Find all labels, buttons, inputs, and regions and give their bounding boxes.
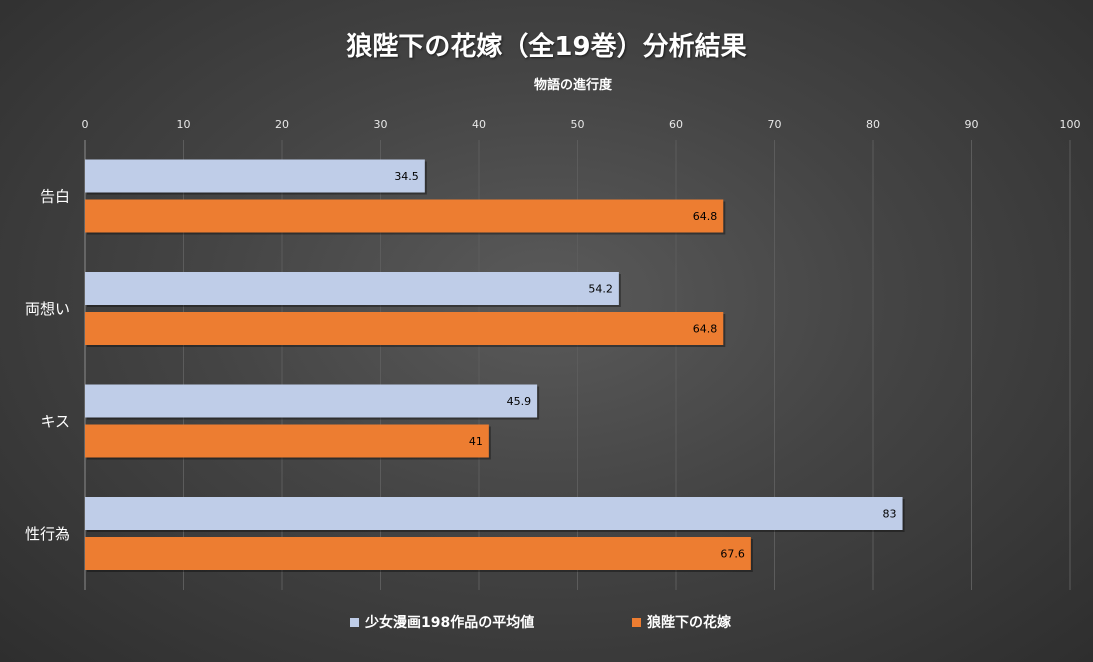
x-tick-label-50: 50 xyxy=(571,118,585,131)
legend-label-series-1: 少女漫画198作品の平均値 xyxy=(365,615,535,631)
x-tick-label-60: 60 xyxy=(669,118,683,131)
bar-series-2-2 xyxy=(85,312,724,345)
data-label-s1-c2: 54.2 xyxy=(588,283,613,296)
bar-series-1-2 xyxy=(85,272,619,305)
legend-item-series-1: 少女漫画198作品の平均値 xyxy=(350,612,534,632)
data-label-s1-c4: 83 xyxy=(883,508,897,521)
x-tick-label-30: 30 xyxy=(374,118,388,131)
x-tick-label-100: 100 xyxy=(1060,118,1081,131)
x-tick-label-70: 70 xyxy=(768,118,782,131)
x-tick-label-40: 40 xyxy=(472,118,486,131)
category-label-4: 性行為 xyxy=(25,525,70,543)
data-label-s1-c3: 45.9 xyxy=(507,395,532,408)
legend-item-series-2: 狼陛下の花嫁 xyxy=(632,612,731,632)
data-label-s2-c4: 67.6 xyxy=(720,548,745,561)
x-tick-label-80: 80 xyxy=(866,118,880,131)
x-tick-label-10: 10 xyxy=(177,118,191,131)
bar-series-2-4 xyxy=(85,537,751,570)
legend-swatch-series-1 xyxy=(350,617,359,627)
x-tick-label-90: 90 xyxy=(965,118,979,131)
category-label-3: キス xyxy=(40,412,70,430)
x-tick-label-20: 20 xyxy=(275,118,289,131)
bar-series-1-1 xyxy=(85,159,425,193)
data-label-s2-c1: 64.8 xyxy=(693,210,718,223)
bar-series-2-1 xyxy=(85,199,724,233)
category-label-1: 告白 xyxy=(40,187,70,205)
chart-title: 狼陛下の花嫁（全19巻）分析結果 xyxy=(346,32,747,62)
legend-label-series-2: 狼陛下の花嫁 xyxy=(647,615,731,631)
bar-series-1-3 xyxy=(85,384,538,418)
category-label-2: 両想い xyxy=(25,300,70,318)
legend-swatch-series-2 xyxy=(632,617,641,627)
x-axis-title: 物語の進行度 xyxy=(533,78,612,93)
data-label-s1-c1: 34.5 xyxy=(394,170,419,183)
data-label-s2-c3: 41 xyxy=(469,435,483,448)
x-tick-label-0: 0 xyxy=(82,118,89,131)
bar-series-1-4 xyxy=(85,497,903,530)
data-label-s2-c2: 64.8 xyxy=(693,323,718,336)
bar-series-2-3 xyxy=(85,424,489,458)
